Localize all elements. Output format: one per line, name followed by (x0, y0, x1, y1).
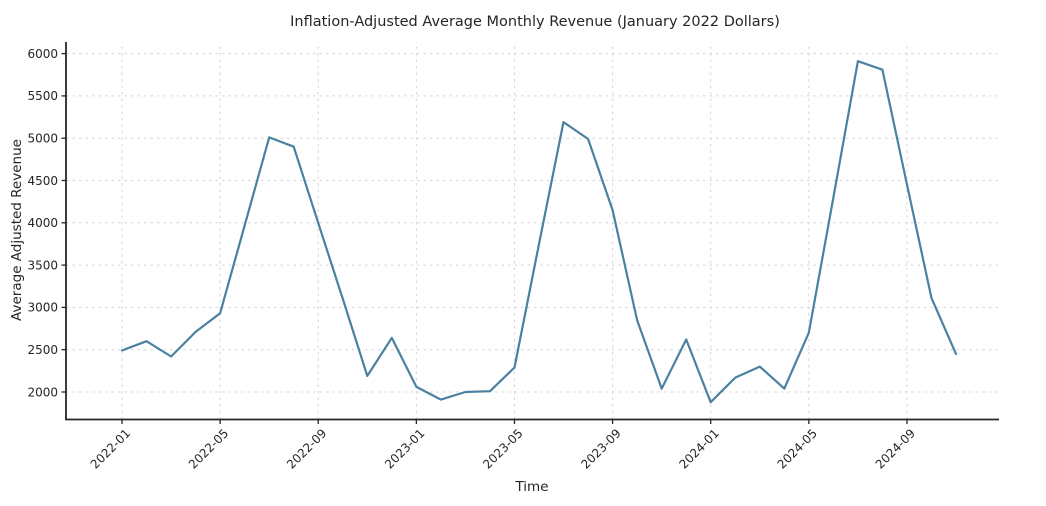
x-tick-label: 2023-01 (382, 426, 427, 471)
y-tick-label: 5500 (27, 89, 58, 103)
y-tick-label: 4500 (27, 174, 58, 188)
x-tick-label: 2023-05 (480, 426, 525, 471)
x-tick-label: 2024-09 (873, 426, 918, 471)
y-tick-label: 2500 (27, 343, 58, 357)
x-tick-label: 2022-01 (88, 426, 133, 471)
chart-title: Inflation-Adjusted Average Monthly Reven… (290, 14, 780, 30)
revenue-line (120, 60, 958, 404)
x-tick-label: 2023-09 (578, 426, 623, 471)
y-tick-label: 3000 (27, 301, 58, 315)
y-tick-label: 2000 (27, 385, 58, 399)
y-tick-label: 5000 (27, 132, 58, 146)
gridlines (66, 42, 999, 420)
y-axis-label: Average Adjusted Revenue (9, 139, 25, 321)
x-tick-label: 2024-05 (775, 426, 820, 471)
x-tick-label: 2022-09 (284, 426, 329, 471)
y-tick-label: 3500 (27, 258, 58, 272)
y-tick-label: 4000 (27, 216, 58, 230)
x-tick-label: 2022-05 (186, 426, 231, 471)
axis-tick-labels: 2000 2500 3000 3500 4000 4500 5000 5500 6000 2022… (27, 47, 918, 472)
y-tick-label: 6000 (27, 47, 58, 61)
axis-ticks (61, 52, 908, 424)
axes-spines (65, 42, 999, 421)
x-tick-label: 2024-01 (676, 426, 721, 471)
x-axis-label: Time (514, 479, 548, 495)
